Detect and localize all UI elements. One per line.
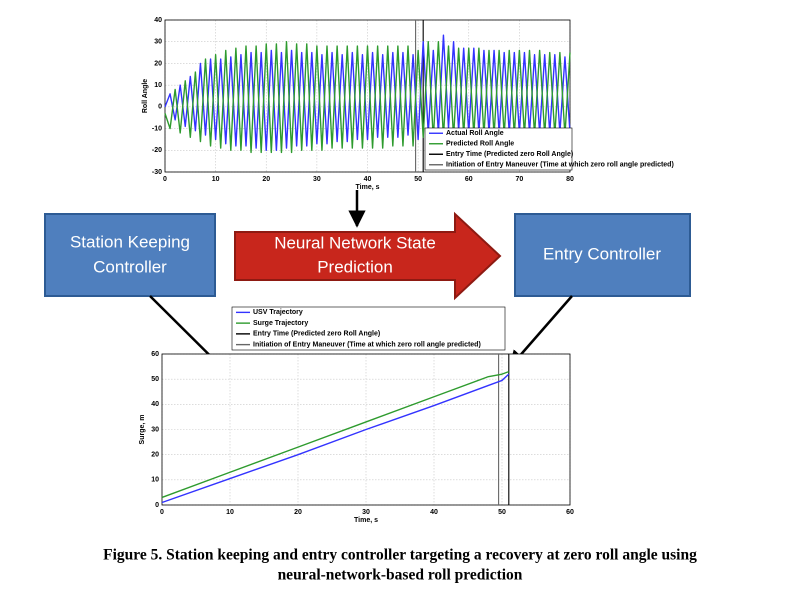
axes-frame <box>161 353 571 506</box>
y-tick-label: 40 <box>151 401 159 408</box>
caption: neural-network-based roll prediction <box>278 567 523 584</box>
box-entry <box>514 213 691 297</box>
series-line <box>161 370 510 499</box>
x-tick-label: 40 <box>364 176 372 183</box>
legend-label: USV Trajectory <box>253 309 303 316</box>
y-tick-label: 30 <box>151 426 159 433</box>
y-tick-label: 0 <box>158 104 162 111</box>
y-tick-label: 10 <box>151 477 159 484</box>
axes-frame <box>164 19 571 173</box>
x-tick-label: 10 <box>226 509 234 516</box>
y-tick-label: -20 <box>152 147 162 154</box>
x-tick-label: 50 <box>498 509 506 516</box>
y-axis-label: Surge, m <box>139 415 146 445</box>
y-tick-label: 50 <box>151 376 159 383</box>
legend-box <box>231 306 506 351</box>
y-axis-label: Roll Angle <box>142 79 149 113</box>
legend-label: Entry Time (Predicted zero Roll Angle) <box>253 331 380 338</box>
legend-label: Initiation of Entry Maneuver (Time at wh… <box>253 341 481 348</box>
x-tick-label: 40 <box>430 509 438 516</box>
y-tick-label: 30 <box>154 39 162 46</box>
x-tick-label: 20 <box>262 176 270 183</box>
y-tick-label: 40 <box>154 17 162 24</box>
x-tick-label: 70 <box>515 176 523 183</box>
box-label: Controller <box>93 257 167 276</box>
x-tick-label: 30 <box>362 509 370 516</box>
x-tick-label: 50 <box>414 176 422 183</box>
x-tick-label: 0 <box>160 509 164 516</box>
y-tick-label: 10 <box>154 82 162 89</box>
box-label: Entry Controller <box>543 244 661 263</box>
box-station-keeping <box>44 213 216 297</box>
x-tick-label: 80 <box>566 176 574 183</box>
box-label: Station Keeping <box>70 232 190 251</box>
legend-label: Surge Trajectory <box>253 320 308 327</box>
legend-label: Actual Roll Angle <box>446 130 504 137</box>
x-tick-label: 20 <box>294 509 302 516</box>
x-axis-label: Time, s <box>354 517 378 524</box>
y-tick-label: 0 <box>155 502 159 509</box>
x-tick-label: 10 <box>212 176 220 183</box>
series-line <box>161 373 510 504</box>
x-tick-label: 30 <box>313 176 321 183</box>
series-line <box>164 41 571 154</box>
y-tick-label: -30 <box>152 169 162 176</box>
charts: -30 -20 -10 0 10 20 30 40 0 10 20 30 40 50 60 70 80 Time,… <box>139 17 674 524</box>
box-label: Prediction <box>317 257 393 276</box>
x-tick-label: 60 <box>566 509 574 516</box>
y-tick-label: 20 <box>154 60 162 67</box>
legend-label: Entry Time (Predicted zero Roll Angle) <box>446 151 573 158</box>
y-tick-label: -10 <box>152 125 162 132</box>
x-tick-label: 60 <box>465 176 473 183</box>
box-prediction <box>234 211 502 301</box>
caption: Figure 5. Station keeping and entry cont… <box>103 547 697 564</box>
box-label: Neural Network State <box>274 233 436 252</box>
series-line <box>164 34 571 151</box>
y-tick-label: 60 <box>151 351 159 358</box>
legend-box <box>424 127 573 171</box>
x-tick-label: 0 <box>163 176 167 183</box>
y-tick-label: 20 <box>151 452 159 459</box>
x-axis-label: Time, s <box>356 184 380 191</box>
legend-label: Predicted Roll Angle <box>446 141 514 148</box>
legend-label: Initiation of Entry Maneuver (Time at wh… <box>446 162 674 169</box>
